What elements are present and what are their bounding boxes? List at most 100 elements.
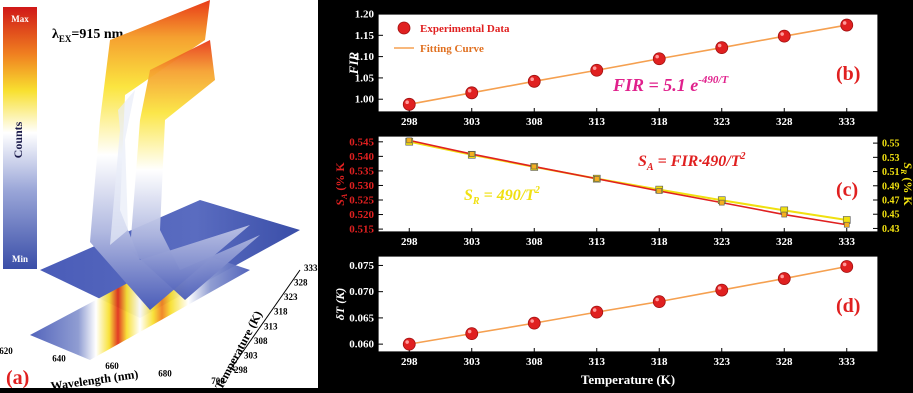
y-tick-label-right: 0.49 <box>882 181 900 192</box>
y-tick-label-right: 0.43 <box>882 224 900 235</box>
spectrum-peak-2 <box>130 40 260 300</box>
x-tick-label: 328 <box>776 116 793 128</box>
data-point <box>465 86 479 100</box>
y-tick-label: 0.540 <box>349 151 374 163</box>
y-tick-label-right: 0.47 <box>882 196 900 207</box>
x-tick-label: 298 <box>401 116 418 128</box>
data-point <box>777 29 791 43</box>
x-tick-label: 333 <box>839 116 856 128</box>
sa-marker <box>531 163 538 170</box>
y-tick-label: 1.00 <box>355 94 375 106</box>
data-point-highlight <box>530 319 534 323</box>
data-point <box>840 18 854 32</box>
data-point-highlight <box>405 340 409 344</box>
plot-area <box>377 255 879 353</box>
x-tick-label: 333 <box>839 356 856 368</box>
chart-d-xlabel: Temperature (K) <box>581 372 675 387</box>
legend-label-experimental: Experimental Data <box>420 23 510 35</box>
spectrum-shadow <box>110 90 135 245</box>
panel-d-label: (d) <box>836 295 860 317</box>
colorbar-title: Counts <box>11 121 25 158</box>
wavelength-tick-label: 700 <box>211 376 225 386</box>
panel-a-label: (a) <box>6 367 29 388</box>
data-point-highlight <box>717 286 722 290</box>
x-tick-label: 328 <box>776 236 793 248</box>
data-point-highlight <box>717 43 722 48</box>
chart-d-ylabel: δT (K) <box>333 288 347 320</box>
panel-b-label: (b) <box>836 63 860 85</box>
data-point <box>715 41 729 55</box>
colorbar <box>3 7 37 269</box>
data-point <box>465 327 479 341</box>
data-point <box>715 283 729 297</box>
data-point-highlight <box>842 262 847 267</box>
data-point <box>652 295 666 309</box>
data-point-highlight <box>592 308 597 312</box>
panel-a-3d-spectra: Max Counts Min λEX=915 nm Temperature (K… <box>0 0 318 393</box>
y-tick-label: 0.075 <box>349 260 374 272</box>
chart-b-ylabel: FIR <box>346 51 361 75</box>
y-tick-label: 0.530 <box>349 180 374 192</box>
chart-b-equation: FIR = 5.1 e-490/T <box>612 74 729 95</box>
y-tick-label: 0.065 <box>349 312 374 324</box>
legend-marker-experimental <box>397 21 411 35</box>
y-tick-label: 1.20 <box>355 9 375 21</box>
y-tick-label: 0.070 <box>349 286 374 298</box>
delta-t-line <box>409 265 847 345</box>
chart-d: 0.060 0.065 0.070 0.075 298 303 308 313 318 323 32… <box>333 255 879 387</box>
y-tick-label-right: 0.53 <box>882 153 900 164</box>
y-tick-label: 0.535 <box>349 165 374 177</box>
sa-line <box>409 139 847 226</box>
x-tick-label: 303 <box>464 356 481 368</box>
data-point <box>590 305 604 319</box>
data-point <box>527 316 541 330</box>
plot-area <box>377 13 879 113</box>
wavelength-tick-label: 680 <box>158 369 172 379</box>
x-tick-label: 303 <box>464 236 481 248</box>
legend-label-fitting: Fitting Curve <box>420 43 484 55</box>
temperature-tick-label: 333 <box>304 263 318 273</box>
data-point <box>652 52 666 66</box>
x-tick-label: 298 <box>401 236 418 248</box>
y-tick-label: 1.05 <box>355 72 375 84</box>
spectrum-peak-1 <box>90 0 250 310</box>
x-tick-label: 323 <box>714 236 731 248</box>
chart-c-sr-equation: SR = 490/T2 <box>464 185 540 207</box>
x-tick-label: 298 <box>401 356 418 368</box>
right-charts: 1.00 1.05 1.10 1.15 1.20 298 303 308 313 318 323 32… <box>318 0 913 388</box>
data-point <box>402 337 416 351</box>
temperature-tick-label: 323 <box>284 292 298 302</box>
sa-marker <box>593 175 600 182</box>
y-tick-label: 1.15 <box>355 30 375 42</box>
temperature-tick-label: 313 <box>264 321 278 331</box>
sa-marker <box>406 137 413 144</box>
data-point <box>402 97 416 111</box>
temperature-tick-label: 303 <box>244 350 258 360</box>
y-tick-label: 0.060 <box>349 339 374 351</box>
y-tick-label: 0.520 <box>349 209 374 221</box>
sa-marker <box>843 221 850 228</box>
excitation-label: λEX=915 nm <box>52 27 124 44</box>
data-point-highlight <box>467 329 472 334</box>
data-point-highlight <box>655 54 659 59</box>
colorbar-min-label: Min <box>12 254 28 264</box>
x-tick-label: 318 <box>651 356 668 368</box>
data-point-highlight <box>467 88 472 93</box>
sa-marker <box>656 188 663 194</box>
data-point-highlight <box>780 32 784 36</box>
data-point <box>527 74 541 88</box>
chart-c-ylabel-left: SA (% K <box>333 162 349 206</box>
data-point-highlight <box>530 77 534 82</box>
wavelength-tick-label: 620 <box>0 346 13 356</box>
chart-c-ylabel-right: SR (% K <box>899 162 913 206</box>
y-tick-label: 0.525 <box>349 195 374 207</box>
x-tick-label: 313 <box>589 236 606 248</box>
data-point <box>777 272 791 285</box>
y-tick-label-right: 0.51 <box>882 167 900 178</box>
y-tick-label: 0.515 <box>349 224 374 236</box>
x-tick-label: 318 <box>651 116 668 128</box>
data-point-highlight <box>592 66 597 70</box>
wavelength-tick-label: 660 <box>105 361 119 371</box>
data-point-highlight <box>780 274 784 279</box>
data-point-highlight <box>842 21 847 25</box>
